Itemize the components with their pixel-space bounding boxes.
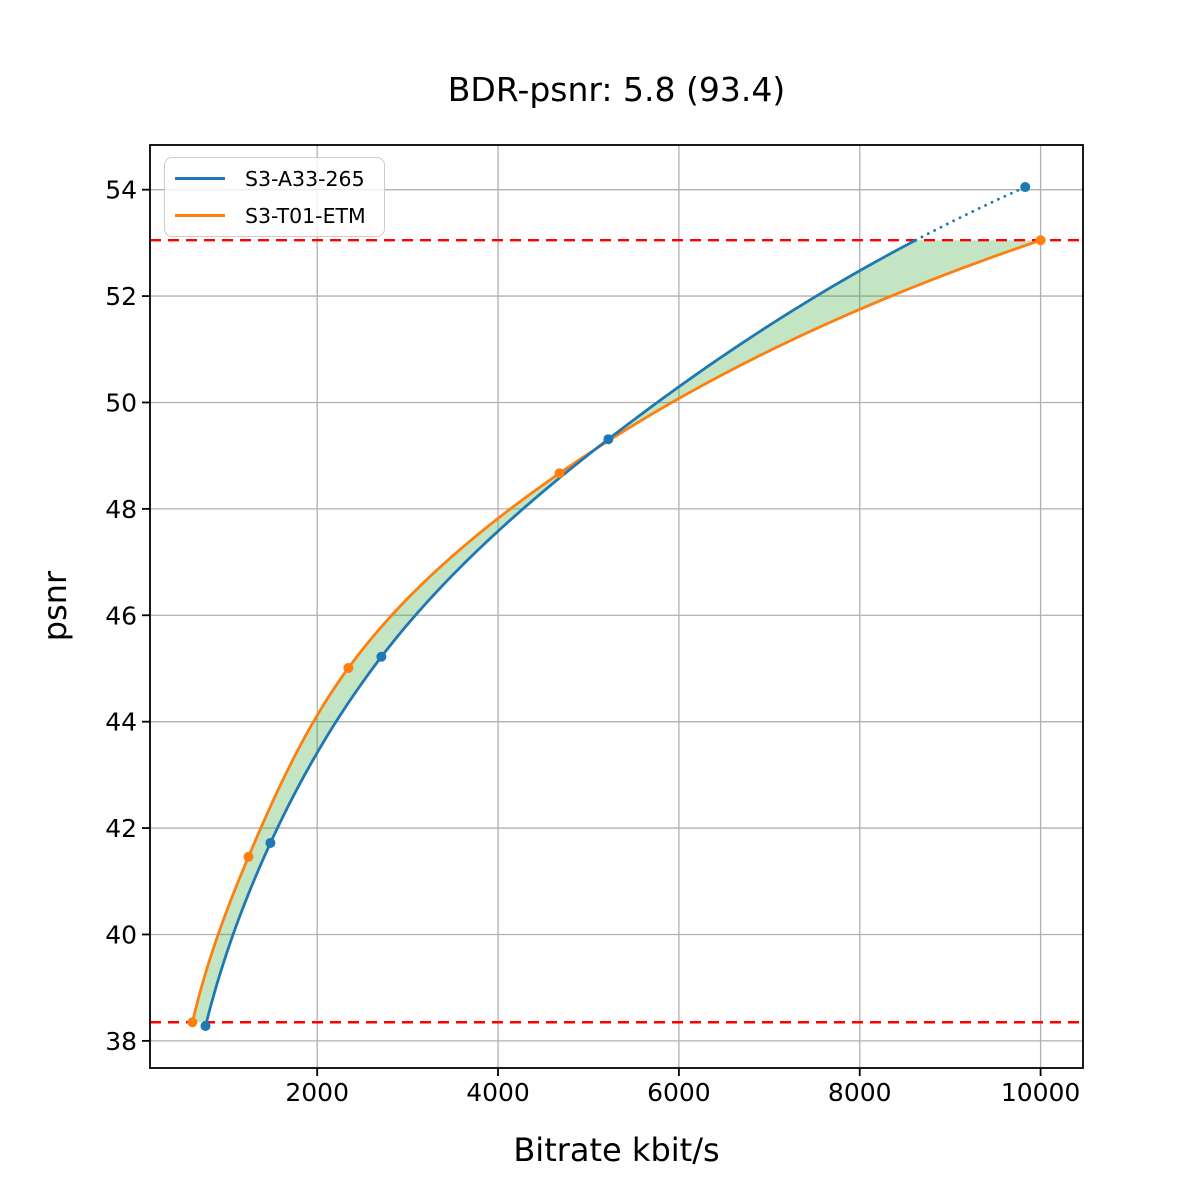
y-tick-label: 50	[105, 388, 137, 417]
curve-s3-a33-265-extrapolated	[914, 185, 1027, 242]
bd-gap-fill	[192, 240, 1041, 1023]
legend-item-s3-t01-etm: S3-T01-ETM	[175, 197, 366, 234]
axes-spines	[149, 144, 1084, 1069]
curve-s3-t01-etm	[191, 238, 1042, 1024]
legend-item-s3-a33-265: S3-A33-265	[175, 160, 366, 197]
data-point-s3-t01-etm	[187, 1017, 198, 1028]
data-point-s3-t01-etm	[554, 468, 565, 479]
data-point-s3-a33-265	[1020, 182, 1031, 193]
x-tick-label: 2000	[285, 1078, 349, 1107]
y-tick-label: 44	[105, 708, 137, 737]
data-point-s3-a33-265	[376, 651, 387, 662]
x-tick-label: 10000	[1001, 1078, 1081, 1107]
y-tick-label: 38	[105, 1027, 137, 1056]
chart-title: BDR-psnr: 5.8 (93.4)	[447, 70, 786, 109]
y-tick-label: 40	[105, 920, 137, 949]
x-tick-label: 6000	[647, 1078, 711, 1107]
y-tick-label: 48	[105, 495, 137, 524]
data-point-s3-t01-etm	[1035, 235, 1046, 246]
legend-label: S3-A33-265	[245, 166, 365, 191]
x-axis-label: Bitrate kbit/s	[513, 1131, 720, 1169]
x-tick-label: 4000	[466, 1078, 530, 1107]
data-point-s3-a33-265	[265, 837, 276, 848]
legend-label: S3-T01-ETM	[245, 203, 366, 228]
data-point-s3-t01-etm	[343, 662, 354, 673]
x-tick-label: 8000	[828, 1078, 892, 1107]
data-point-s3-t01-etm	[243, 851, 254, 862]
y-tick-label: 46	[105, 601, 137, 630]
y-tick-label: 54	[105, 176, 137, 205]
data-point-s3-a33-265	[603, 434, 614, 445]
legend-line-orange-icon	[175, 213, 225, 218]
data-point-s3-a33-265	[200, 1020, 211, 1031]
curve-s3-a33-265	[204, 238, 918, 1028]
legend-line-blue-icon	[175, 176, 225, 181]
y-axis-label: psnr	[36, 570, 74, 642]
y-tick-label: 52	[105, 282, 137, 311]
legend: S3-A33-265 S3-T01-ETM	[164, 157, 385, 237]
y-tick-label: 42	[105, 814, 137, 843]
